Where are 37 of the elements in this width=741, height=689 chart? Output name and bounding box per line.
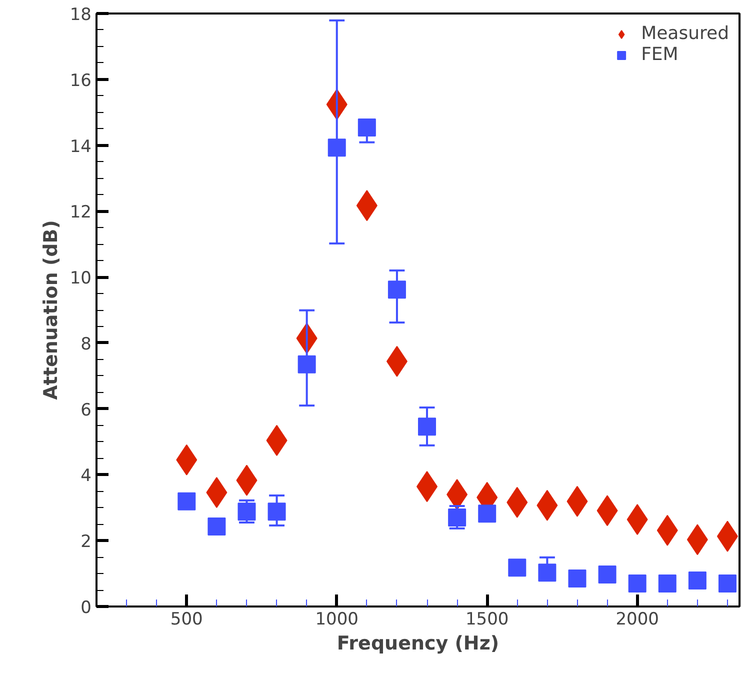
point [388, 280, 406, 299]
y-tick-label: 12 [70, 202, 92, 223]
point [178, 492, 196, 510]
point [508, 558, 526, 577]
point [688, 571, 706, 590]
y-tick-label: 16 [70, 70, 92, 91]
x-tick-label: 1500 [465, 610, 509, 630]
x-tick-label: 500 [170, 610, 203, 630]
point [298, 355, 316, 374]
y-tick-label: 0 [80, 598, 92, 618]
point [658, 574, 676, 592]
point [478, 504, 496, 523]
point [268, 502, 286, 521]
legend-label: FEM [641, 44, 678, 65]
y-tick-label: 2 [80, 532, 92, 552]
y-tick-label: 18 [70, 5, 92, 25]
y-tick-label: 10 [70, 268, 92, 289]
x-tick-label: 2000 [616, 610, 659, 630]
point [538, 564, 556, 582]
point [718, 574, 736, 592]
point [568, 569, 586, 588]
point [418, 418, 436, 436]
x-axis-title: Frequency (Hz) [336, 632, 500, 654]
point [628, 574, 646, 592]
y-tick-label: 6 [80, 400, 92, 420]
point [208, 517, 226, 536]
legend-label: Measured [641, 23, 729, 44]
y-tick-label: 8 [80, 334, 92, 354]
y-axis-title: Attenuation (dB) [40, 220, 62, 400]
point [328, 138, 346, 157]
point [598, 566, 616, 584]
point [358, 118, 376, 136]
point [448, 508, 466, 527]
x-tick-label: 1000 [315, 610, 359, 630]
y-tick-label: 4 [80, 466, 92, 486]
y-tick-label: 14 [70, 136, 92, 157]
point [238, 502, 256, 521]
